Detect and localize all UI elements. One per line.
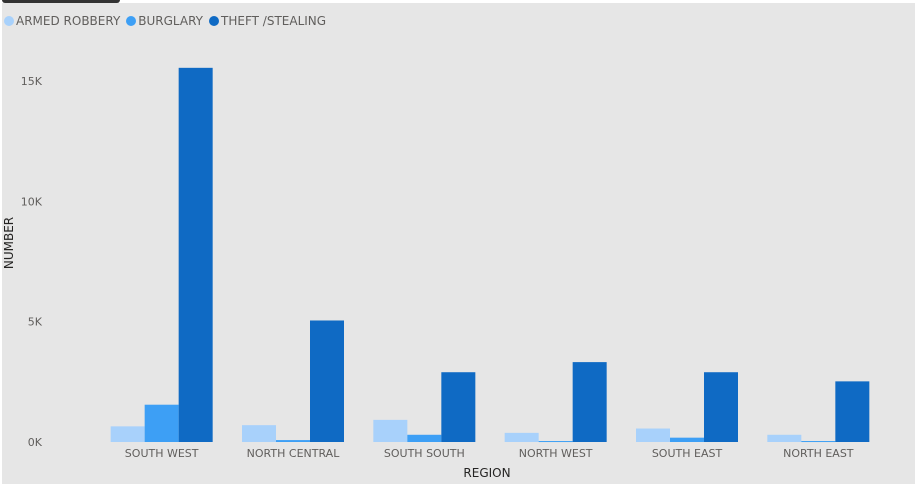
bars: [110, 67, 870, 443]
x-tick-label: NORTH WEST: [519, 447, 593, 460]
bar-south-south-burglary[interactable]: [407, 434, 442, 442]
legend: ARMED ROBBERY BURGLARY THEFT /STEALING: [4, 14, 332, 28]
y-tick-label: 15K: [21, 75, 43, 88]
legend-swatch-armed-robbery: [4, 16, 14, 26]
y-axis: 0K 5K 10K 15K: [21, 75, 43, 449]
legend-swatch-burglary: [126, 16, 137, 26]
x-tick-label: NORTH CENTRAL: [247, 447, 341, 460]
y-axis-title: NUMBER: [2, 217, 16, 269]
y-tick-label: 5K: [28, 316, 43, 329]
x-tick-label: SOUTH SOUTH: [384, 447, 465, 460]
legend-item-armed-robbery[interactable]: ARMED ROBBERY: [4, 14, 120, 28]
legend-swatch-theft-stealing: [209, 16, 220, 26]
bar-south-west-burglary[interactable]: [144, 404, 179, 442]
legend-label-burglary: BURGLARY: [138, 14, 204, 28]
bar-north-east-armed-robbery[interactable]: [767, 434, 802, 442]
bar-south-east-theft-stealing[interactable]: [704, 372, 738, 442]
bar-north-east-theft-stealing[interactable]: [835, 381, 870, 442]
x-tick-label: SOUTH WEST: [125, 447, 199, 460]
y-tick-label: 0K: [28, 436, 43, 449]
bar-north-west-burglary[interactable]: [538, 441, 573, 443]
legend-item-theft-stealing[interactable]: THEFT /STEALING: [209, 14, 326, 28]
y-tick-label: 10K: [21, 195, 43, 208]
legend-label-theft-stealing: THEFT /STEALING: [221, 14, 327, 28]
x-axis: SOUTH WEST NORTH CENTRAL SOUTH SOUTH NORTH …: [125, 447, 854, 460]
bar-south-east-burglary[interactable]: [670, 437, 704, 442]
bar-north-central-theft-stealing[interactable]: [310, 320, 344, 442]
x-tick-label: SOUTH EAST: [652, 447, 723, 460]
bar-south-west-theft-stealing[interactable]: [178, 67, 213, 442]
x-axis-title: REGION: [463, 466, 510, 480]
bar-north-east-burglary[interactable]: [801, 441, 836, 443]
bar-south-south-theft-stealing[interactable]: [441, 372, 476, 442]
bar-south-west-armed-robbery[interactable]: [110, 426, 145, 442]
legend-label-armed-robbery: ARMED ROBBERY: [16, 14, 121, 28]
legend-item-burglary[interactable]: BURGLARY: [126, 14, 203, 28]
bar-south-east-armed-robbery[interactable]: [636, 428, 670, 442]
x-tick-label: NORTH EAST: [783, 447, 854, 460]
bar-north-central-armed-robbery[interactable]: [242, 425, 276, 442]
bar-north-west-theft-stealing[interactable]: [572, 362, 607, 442]
bar-north-west-armed-robbery[interactable]: [504, 432, 539, 442]
bar-south-south-armed-robbery[interactable]: [373, 419, 408, 442]
bar-north-central-burglary[interactable]: [276, 440, 310, 442]
visual-header-tab: [2, 0, 120, 3]
